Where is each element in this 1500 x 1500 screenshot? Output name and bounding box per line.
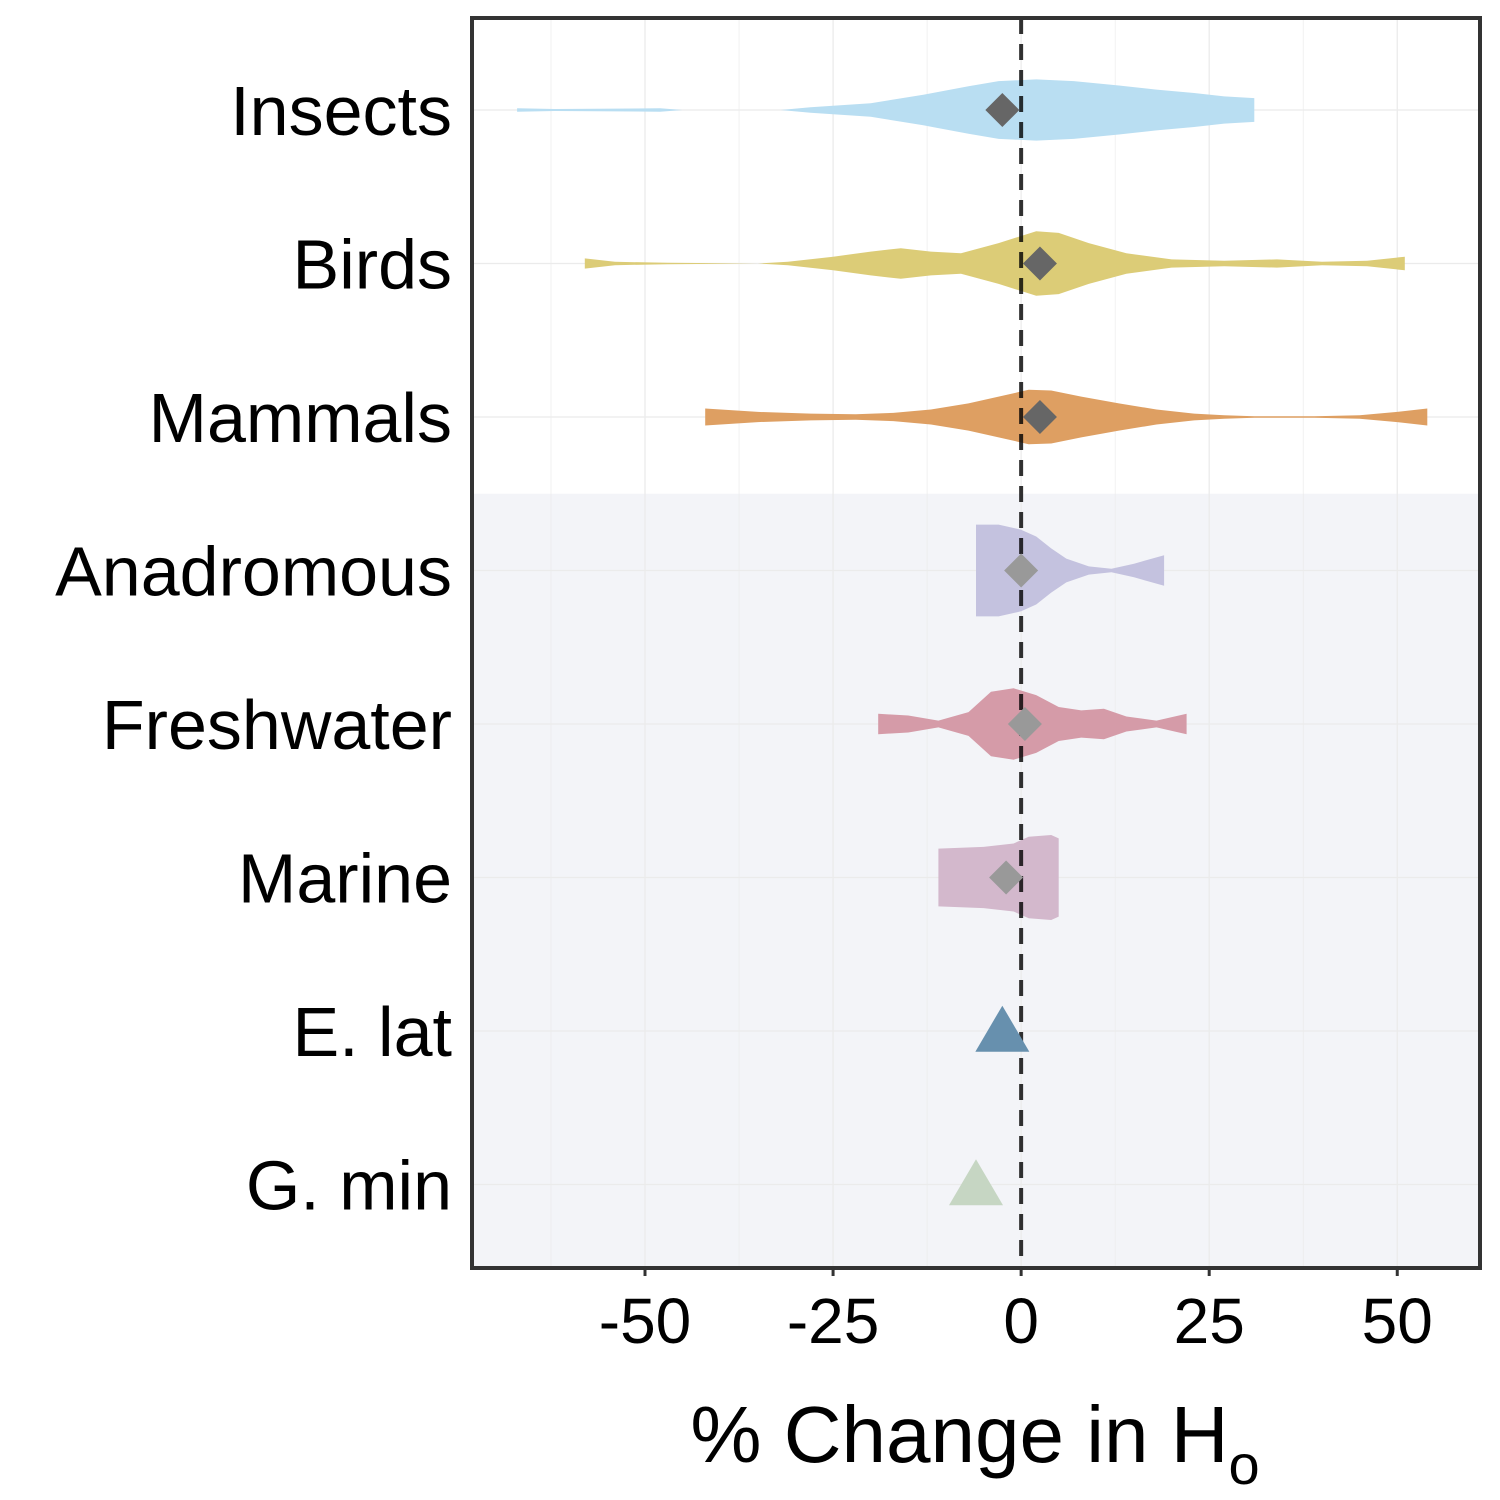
x-tick-label: -25 (787, 1285, 880, 1357)
estimate-marker-mammals (1022, 400, 1057, 434)
plot-frame (470, 16, 1482, 1270)
estimate-marker-anadromous (1004, 553, 1039, 588)
x-tick-label: 25 (1174, 1285, 1245, 1357)
x-tick-label: 0 (1003, 1285, 1039, 1357)
estimate-marker-marine (989, 860, 1024, 895)
estimate-marker-birds (1022, 246, 1057, 281)
violin-mammals (705, 389, 1428, 445)
category-labels: Insects Birds Mammals Anadromous Freshwater M… (55, 72, 452, 1225)
x-axis-title: % Change in Ho (690, 1390, 1259, 1496)
category-label: Insects (230, 72, 452, 150)
x-axis-ticks: -50 -25 0 25 50 (599, 1268, 1433, 1357)
category-label: Marine (238, 840, 452, 918)
violin-insects (517, 79, 1255, 141)
category-label: Mammals (149, 379, 452, 457)
x-tick-label: -50 (599, 1285, 692, 1357)
x-axis-title-subscript: o (1228, 1433, 1259, 1496)
x-tick-label: 50 (1362, 1285, 1433, 1357)
violin-birds (584, 231, 1405, 296)
x-axis-title-main: % Change in H (690, 1390, 1228, 1479)
category-label: Birds (293, 226, 452, 304)
estimate-marker-insects (985, 93, 1020, 127)
category-label: Anadromous (55, 533, 452, 611)
category-label: G. min (246, 1147, 452, 1225)
estimate-marker-freshwater (1007, 707, 1042, 741)
estimate-markers (949, 93, 1057, 1206)
category-label: Freshwater (102, 686, 452, 764)
category-label: E. lat (292, 993, 452, 1071)
estimate-marker-g-min (949, 1159, 1003, 1206)
estimate-marker-e-lat (975, 1005, 1030, 1052)
